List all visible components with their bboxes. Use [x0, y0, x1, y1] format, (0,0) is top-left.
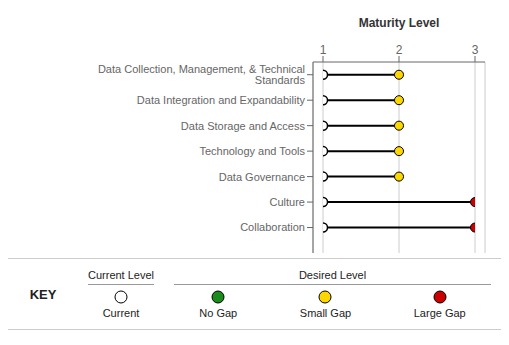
- html-text:Large Gap: Large Gap: [413, 307, 466, 319]
- svg-text:1: 1: [320, 43, 327, 57]
- svg-text:Maturity Level: Maturity Level: [359, 16, 440, 30]
- html-text:Desired Level: Desired Level: [298, 269, 367, 281]
- svg-text:Technology and Tools: Technology and Tools: [199, 145, 305, 157]
- svg-text:Data Collection, Management, &: Data Collection, Management, & Technical…: [98, 63, 306, 86]
- html-text:No Gap: No Gap: [199, 307, 238, 319]
- html-text:Small Gap: Small Gap: [299, 307, 352, 319]
- svg-text:2: 2: [396, 43, 403, 57]
- svg-text:Data Integration and Expandabi: Data Integration and Expandability: [137, 94, 306, 106]
- html-text:Current Level: Current Level: [88, 269, 154, 281]
- html-text:Current: Current: [102, 307, 140, 319]
- svg-text:Data Governance: Data Governance: [219, 171, 305, 183]
- svg-text:3: 3: [472, 43, 479, 57]
- html-text:KEY: KEY: [29, 286, 57, 302]
- svg-text:Culture: Culture: [270, 196, 305, 208]
- svg-text:Data Storage and Access: Data Storage and Access: [181, 120, 306, 132]
- svg-text:Collaboration: Collaboration: [240, 221, 305, 233]
